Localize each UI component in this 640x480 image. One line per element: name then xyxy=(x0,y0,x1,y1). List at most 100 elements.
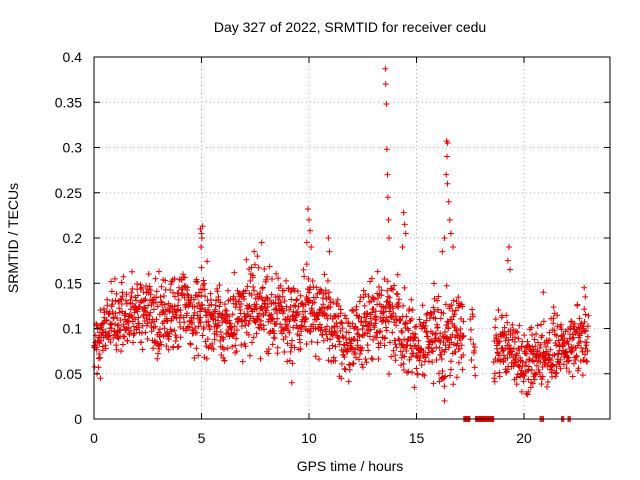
data-point xyxy=(400,302,407,309)
data-point xyxy=(530,346,537,353)
data-point xyxy=(310,321,317,328)
data-point xyxy=(227,320,234,327)
data-point xyxy=(269,341,276,348)
data-point xyxy=(335,313,342,320)
data-point xyxy=(120,273,127,280)
data-point xyxy=(117,317,124,324)
data-point xyxy=(287,348,294,355)
data-point xyxy=(353,303,360,310)
data-point xyxy=(326,289,333,296)
data-point xyxy=(214,288,221,295)
data-point xyxy=(248,264,255,271)
data-point xyxy=(531,376,538,383)
data-point xyxy=(533,362,540,369)
data-point xyxy=(441,329,448,336)
data-point xyxy=(239,358,246,365)
data-point xyxy=(104,302,111,309)
data-point xyxy=(532,371,539,378)
data-point xyxy=(242,287,249,294)
data-point xyxy=(570,334,577,341)
data-point xyxy=(323,311,330,318)
data-point xyxy=(365,322,372,329)
data-point xyxy=(523,358,530,365)
data-point xyxy=(410,350,417,357)
data-point xyxy=(384,287,391,294)
data-point xyxy=(168,328,175,335)
data-point xyxy=(176,315,183,322)
data-point xyxy=(201,286,208,293)
data-point xyxy=(220,346,227,353)
data-point xyxy=(115,322,122,329)
data-point xyxy=(213,323,220,330)
data-point xyxy=(201,280,208,287)
data-point xyxy=(256,321,263,328)
data-point xyxy=(421,372,428,379)
data-point xyxy=(191,309,198,316)
data-point xyxy=(196,289,203,296)
data-point xyxy=(551,351,558,358)
data-point xyxy=(492,316,499,323)
data-point xyxy=(293,311,300,318)
data-point xyxy=(513,374,520,381)
data-point xyxy=(287,304,294,311)
data-point xyxy=(286,329,293,336)
data-point xyxy=(116,327,123,334)
data-point xyxy=(342,335,349,342)
data-point xyxy=(156,345,163,352)
data-point xyxy=(150,299,157,306)
data-point xyxy=(520,378,527,385)
data-point xyxy=(175,296,182,303)
data-point xyxy=(453,374,460,381)
data-point xyxy=(206,326,213,333)
data-point xyxy=(233,348,240,355)
data-point xyxy=(350,360,357,367)
data-point xyxy=(571,320,578,327)
data-point xyxy=(229,343,236,350)
data-point xyxy=(317,307,324,314)
data-point xyxy=(388,285,395,292)
data-point xyxy=(553,332,560,339)
data-point xyxy=(537,321,544,328)
data-point xyxy=(307,227,314,234)
data-point xyxy=(254,253,261,260)
data-point xyxy=(275,275,282,282)
data-point xyxy=(227,296,234,303)
y-tick-label: 0 xyxy=(74,411,82,427)
data-point xyxy=(492,324,499,331)
data-point xyxy=(557,365,564,372)
data-point xyxy=(230,300,237,307)
data-point xyxy=(274,315,281,322)
data-point xyxy=(439,248,446,255)
data-point xyxy=(570,360,577,367)
data-point xyxy=(424,351,431,358)
data-point xyxy=(423,329,430,336)
data-point xyxy=(332,329,339,336)
data-point xyxy=(435,293,442,300)
data-point xyxy=(568,349,575,356)
data-point xyxy=(553,342,560,349)
data-point xyxy=(414,371,421,378)
data-point xyxy=(521,332,528,339)
data-point xyxy=(315,312,322,319)
data-point xyxy=(566,369,573,376)
data-point xyxy=(313,316,320,323)
data-point xyxy=(118,348,125,355)
data-point xyxy=(338,375,345,382)
data-point xyxy=(238,301,245,308)
data-point xyxy=(341,353,348,360)
data-point xyxy=(346,362,353,369)
data-point xyxy=(495,350,502,357)
data-point xyxy=(157,298,164,305)
data-point xyxy=(413,323,420,330)
data-point xyxy=(293,297,300,304)
data-point xyxy=(263,307,270,314)
data-point xyxy=(324,277,331,284)
data-point xyxy=(193,345,200,352)
data-point xyxy=(343,339,350,346)
data-point xyxy=(263,294,270,301)
data-point xyxy=(536,344,543,351)
data-point xyxy=(553,363,560,370)
data-point xyxy=(308,244,315,251)
data-point xyxy=(359,325,366,332)
data-point xyxy=(503,312,510,319)
